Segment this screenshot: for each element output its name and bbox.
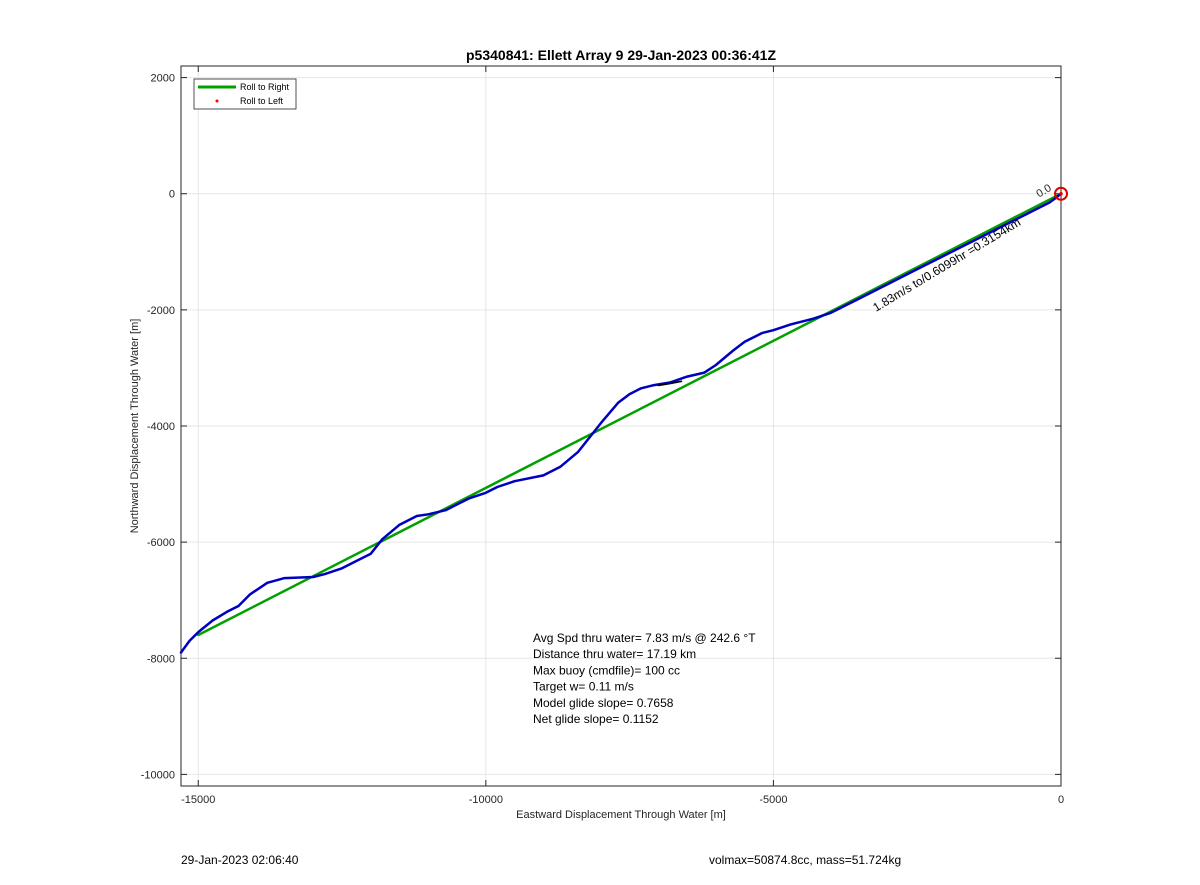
- rotated-leg-annotation: 1.83m/s to/0.6099hr =0.3154km: [870, 215, 1023, 314]
- x-tick-label: -5000: [759, 794, 787, 806]
- stats-annotation-line: Model glide slope= 0.7658: [533, 696, 674, 710]
- x-tick-label: 0: [1058, 794, 1064, 806]
- y-axis: 2000 0 -2000 -4000 -6000 -8000 -10000: [141, 73, 1061, 781]
- legend-swatch-roll-left: [215, 99, 219, 103]
- stats-annotation-line: Max buoy (cmdfile)= 100 cc: [533, 663, 680, 677]
- y-tick-label: 0: [169, 189, 175, 201]
- x-tick-label: -10000: [469, 794, 503, 806]
- footer-mass-info: volmax=50874.8cc, mass=51.724kg: [709, 853, 902, 867]
- footer-timestamp: 29-Jan-2023 02:06:40: [181, 853, 299, 867]
- stats-annotation-line: Distance thru water= 17.19 km: [533, 647, 696, 661]
- trajectory-line: [179, 192, 1063, 654]
- series-layer: [179, 192, 1063, 654]
- legend-box: [193, 78, 297, 110]
- grid-lines: [181, 66, 1062, 786]
- stats-annotation-line: Net glide slope= 0.1152: [533, 712, 659, 726]
- y-tick-label: -10000: [141, 769, 175, 781]
- y-tick-label: -6000: [147, 537, 175, 549]
- y-axis-label: Northward Displacement Through Water [m]: [129, 319, 141, 534]
- y-tick-label: -4000: [147, 421, 175, 433]
- x-axis: -15000 -10000 -5000 0: [181, 66, 1064, 806]
- stats-annotation-line: Avg Spd thru water= 7.83 m/s @ 242.6 °T: [533, 631, 756, 645]
- x-tick-label: -15000: [181, 794, 215, 806]
- y-tick-label: 2000: [151, 73, 175, 85]
- legend-label-roll-right: Roll to Right: [240, 82, 290, 92]
- roll-right-glide-line: [197, 192, 1063, 637]
- endpoint-marker: [1054, 186, 1068, 201]
- stats-annotation-line: Target w= 0.11 m/s: [533, 680, 634, 694]
- endpoint-dot: [1059, 191, 1063, 196]
- trajectory-segment-black: [657, 380, 683, 387]
- legend-label-roll-left: Roll to Left: [240, 96, 284, 106]
- legend: Roll to Right Roll to Left: [193, 78, 297, 110]
- x-axis-label: Eastward Displacement Through Water [m]: [516, 809, 726, 821]
- y-tick-label: -2000: [147, 305, 175, 317]
- y-tick-label: -8000: [147, 653, 175, 665]
- stats-annotation-block: Avg Spd thru water= 7.83 m/s @ 242.6 °T D…: [533, 631, 756, 726]
- chart-title: p5340841: Ellett Array 9 29-Jan-2023 00:…: [466, 47, 776, 63]
